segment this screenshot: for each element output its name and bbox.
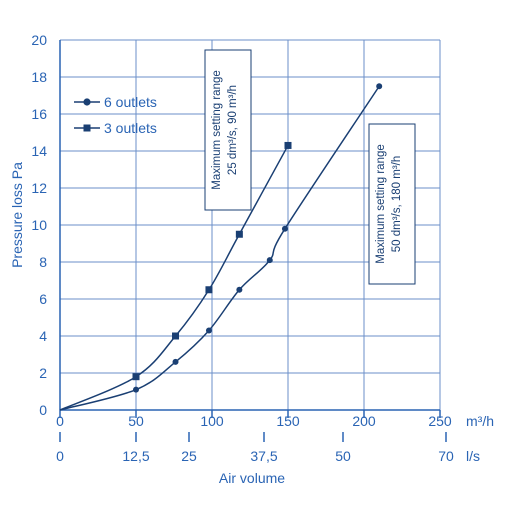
y-tick-label: 10 — [31, 217, 47, 233]
y-axis-label: Pressure loss Pa — [9, 162, 25, 268]
x-axis-label: Air volume — [219, 470, 285, 486]
x-tick-label-ls: 37,5 — [250, 448, 277, 464]
y-tick-label: 8 — [39, 254, 47, 270]
annotation-line: Maximum setting range — [375, 144, 387, 264]
y-tick-label: 20 — [31, 32, 47, 48]
x-tick-label-ls: 25 — [181, 448, 197, 464]
x-tick-label-m3h: 250 — [428, 413, 452, 429]
annotation-line: 50 dm³/s, 180 m³/h — [391, 156, 403, 253]
data-point-6-outlets — [236, 286, 243, 293]
x-tick-label-m3h: 100 — [200, 413, 224, 429]
series — [59, 83, 383, 411]
y-tick-label: 12 — [31, 180, 47, 196]
data-point-6-outlets — [172, 358, 179, 365]
data-point-3-outlets — [132, 373, 140, 381]
data-point-3-outlets — [205, 286, 213, 294]
legend-marker-circle — [83, 98, 91, 106]
data-point-3-outlets — [235, 230, 243, 238]
data-point-6-outlets — [376, 83, 383, 90]
y-tick-label: 0 — [39, 402, 47, 418]
data-point-6-outlets — [266, 257, 273, 264]
legend-marker-square — [83, 124, 91, 132]
y-tick-label: 16 — [31, 106, 47, 122]
annotation-max-range-3-outlets: Maximum setting range 25 dm³/s, 90 m³/h — [204, 49, 252, 211]
x-tick-label-ls: 70 — [438, 448, 454, 464]
y-tick-label: 6 — [39, 291, 47, 307]
x-unit-ls: l/s — [466, 448, 480, 464]
x-tick-label-m3h: 150 — [276, 413, 300, 429]
data-point-6-outlets — [281, 225, 288, 232]
legend: 6 outlets 3 outlets — [74, 94, 157, 136]
x-unit-m3h: m³/h — [466, 413, 494, 429]
y-tick-label: 18 — [31, 69, 47, 85]
x-tick-label-ls: 50 — [335, 448, 351, 464]
x-tick-label-ls: 12,5 — [122, 448, 149, 464]
annotation-text-1: Maximum setting range 25 dm³/s, 90 m³/h — [211, 70, 239, 190]
legend-label-6-outlets: 6 outlets — [104, 94, 157, 110]
x-tick-label-m3h: 0 — [56, 413, 64, 429]
data-point-6-outlets — [133, 386, 139, 393]
x-tick-label-m3h: 200 — [352, 413, 376, 429]
y-tick-label: 14 — [31, 143, 47, 159]
series-line-3-outlets — [59, 145, 289, 411]
annotation-line: 25 dm³/s, 90 m³/h — [227, 85, 239, 175]
y-tick-label: 2 — [39, 365, 47, 381]
annotation-text-2: Maximum setting range 50 dm³/s, 180 m³/h — [375, 144, 403, 264]
data-point-6-outlets — [205, 327, 212, 334]
annotation-max-range-6-outlets: Maximum setting range 50 dm³/s, 180 m³/h — [368, 123, 416, 285]
x-tick-label-m3h: 50 — [128, 413, 144, 429]
y-tick-label: 4 — [39, 328, 47, 344]
data-point-3-outlets — [284, 141, 292, 149]
series-line-6-outlets — [59, 85, 380, 411]
annotation-line: Maximum setting range — [211, 70, 223, 190]
x-tick-label-ls: 0 — [56, 448, 64, 464]
legend-label-3-outlets: 3 outlets — [104, 120, 157, 136]
data-point-3-outlets — [172, 332, 180, 340]
